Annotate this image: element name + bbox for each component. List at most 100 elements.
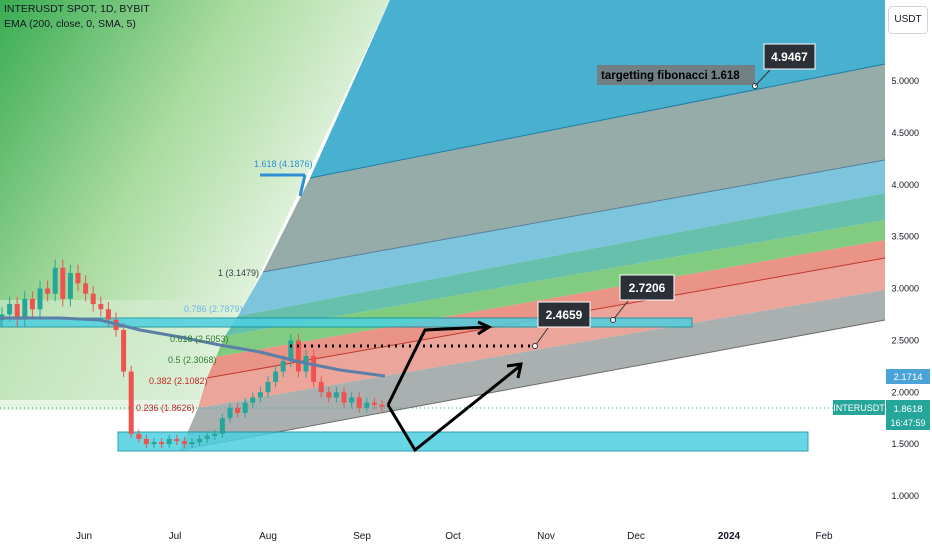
candle-body [250,397,256,403]
time-axis[interactable] [0,522,885,550]
path-arrow-1 [386,325,488,406]
candle-body [326,392,332,398]
path-arrow-head-2 [506,362,523,379]
candle-body [166,438,172,445]
candle-body [227,407,233,419]
candle-body [219,418,225,434]
candle-body [105,309,111,320]
candle-body [151,442,157,445]
candle-body [189,442,195,445]
time-tick-2: Aug [259,531,277,542]
candle-body [14,304,20,320]
candle-body [257,392,263,398]
price-tick-5: 2.5000 [891,335,919,345]
candle-body [29,298,35,310]
candle-body [7,304,13,315]
price-ticks: 5.0000 4.5000 4.0000 3.5000 3.0000 2.5000 2.00… [891,76,919,501]
currency-button[interactable]: USDT [888,6,928,34]
candle-body [242,402,248,413]
support-zone[interactable] [117,431,809,452]
price-axis[interactable] [885,0,932,522]
candle-body [295,340,301,372]
candle-body [83,283,89,294]
last-price-marker [886,400,930,430]
candle-body [52,267,58,294]
fib-label-0236: 0.236 (1.8626) [136,403,195,413]
candle-body [98,304,104,310]
callout-4-9467[interactable]: 4.9467 [754,43,816,87]
fib-band-1618-1 [263,64,885,272]
fib-label-0786: 0.786 (2.7879) [184,304,243,314]
fib-band-bottom [180,290,885,450]
callout-2-4659[interactable]: 2.4659 [532,301,591,349]
candle-body [371,402,377,405]
fib-label-0382: 0.382 (2.1082) [149,376,208,386]
price-tick-6: 2.0000 [891,387,919,397]
time-tick-7: 2024 [718,531,741,542]
candle-body [364,402,370,408]
time-tick-0: Jun [76,531,92,542]
candle-body [265,381,271,393]
time-tick-8: Feb [815,531,833,542]
price-tick-3: 3.5000 [891,232,919,242]
candle-body [90,293,96,305]
target-text-box [597,65,755,85]
candle-body [181,441,187,445]
candle-body [341,392,347,403]
ema-price-marker [886,369,930,384]
candle-body [311,355,317,382]
price-tick-0: 5.0000 [891,76,919,86]
candle-body [318,381,324,393]
candle-body [280,361,286,372]
callout-2-7206[interactable]: 2.7206 [610,274,675,323]
resistance-zone[interactable] [0,317,693,328]
candle-body [204,435,210,439]
candle-body [136,433,142,439]
ema-price-marker-text: 2.1714 [893,372,922,383]
candle-body [128,371,134,434]
candle-body [356,397,362,408]
callout-text-1: 4.9467 [771,50,808,64]
candle-body [174,438,180,442]
candle-body [333,392,339,398]
countdown-text: 16:47:59 [890,418,925,428]
time-tick-3: Sep [353,531,371,542]
time-tick-1: Jul [169,531,182,542]
candle-body [235,407,241,413]
candle-body [212,433,218,436]
fib-label-1618: 1.618 (4.1876) [254,159,313,169]
symbol-title[interactable]: INTERUSDT SPOT, 1D, BYBIT [4,3,150,15]
fib-label-0618: 0.618 (2.5053) [170,334,229,344]
candle-body [75,272,81,284]
candle-body [143,438,149,445]
price-tick-8: 1.0000 [891,491,919,501]
fib-label-05: 0.5 (2.3068) [168,355,217,365]
candle-body [379,404,385,407]
indicator-title[interactable]: EMA (200, close, 0, SMA, 5) [4,18,136,30]
target-text: targetting fibonacci 1.618 [601,70,740,82]
candle-body [349,397,355,403]
time-tick-5: Nov [537,531,555,542]
fib-band-top [310,0,885,178]
fib-band-0382-0236 [198,258,885,408]
candle-body [197,438,203,443]
callout-text-2: 2.4659 [546,308,583,322]
price-tick-2: 4.0000 [891,180,919,190]
fib-band-0786-0618 [225,193,885,336]
time-ticks: Jun Jul Aug Sep Oct Nov Dec 2024 Feb [76,531,833,542]
candle-body [273,371,279,382]
price-tick-4: 3.0000 [891,284,919,294]
fib-label-1: 1 (3.1479) [218,268,259,278]
candle-body [67,272,73,299]
candle-body [45,288,51,294]
candle-body [121,330,127,372]
candle-body [159,442,165,445]
time-tick-4: Oct [445,531,461,542]
callout-text-3: 2.7206 [629,281,666,295]
time-tick-6: Dec [627,531,645,542]
path-arrow-head-1 [477,320,493,336]
ema-line [0,316,386,378]
candle-body [37,288,43,310]
price-tick-1: 4.5000 [891,128,919,138]
